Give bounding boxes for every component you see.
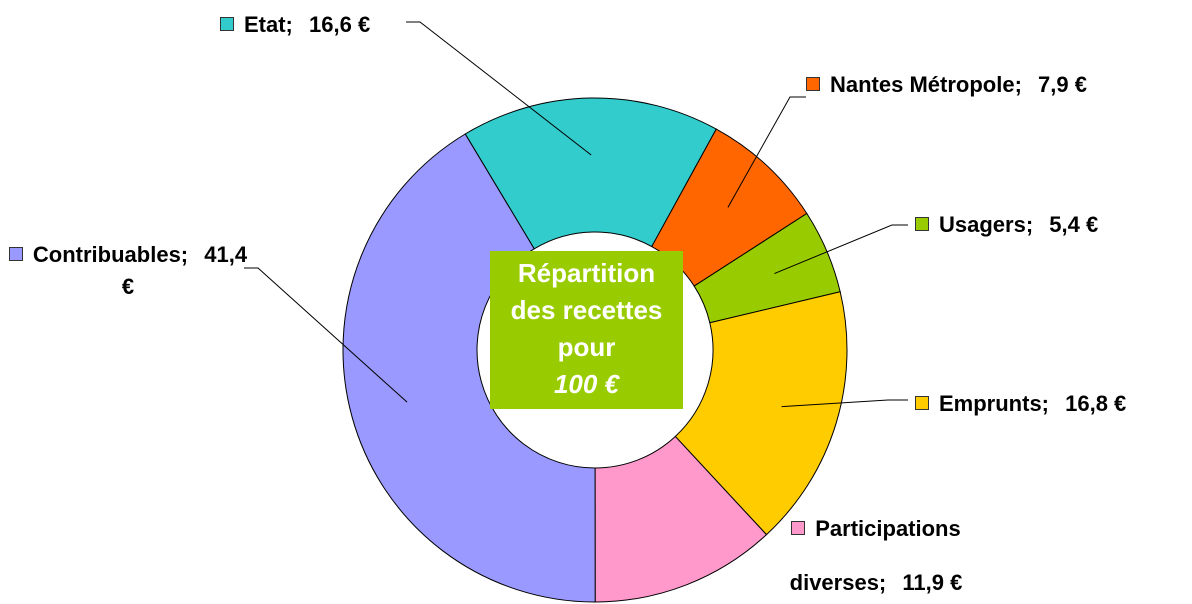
- leader-line: [406, 21, 592, 156]
- leader-line: [727, 96, 806, 208]
- category-label: Contribuables;: [32, 242, 189, 267]
- category-label: Nantes Métropole;: [830, 72, 1022, 97]
- donut-slice: [594, 435, 768, 603]
- legend-swatch: [220, 17, 234, 31]
- legend-swatch: [8, 247, 23, 261]
- category-label: Etat;: [244, 12, 293, 37]
- value-label: 5,4 €: [1049, 212, 1099, 237]
- category-label: Usagers;: [939, 212, 1034, 237]
- data-label: Usagers; 5,4 €: [915, 209, 1098, 241]
- category-label: Emprunts;: [939, 391, 1049, 416]
- donut-slice: [342, 133, 596, 603]
- center-amount: 100 €: [553, 369, 620, 399]
- data-label: Participations diverses; 11,9 €: [745, 502, 1007, 604]
- center-line: pour: [557, 332, 616, 362]
- data-label: Nantes Métropole; 7,9 €: [804, 69, 1089, 101]
- data-label: Etat; 16,6 €: [220, 9, 370, 41]
- donut-slice: [464, 97, 717, 250]
- leader-line: [774, 224, 908, 275]
- center-line: Répartition: [517, 258, 656, 288]
- donut-slice: [674, 291, 848, 536]
- data-label: Contribuables; 41,4 €: [8, 239, 248, 303]
- leader-line: [781, 399, 908, 408]
- value-label: 16,6 €: [309, 12, 371, 37]
- value-label: 16,8 €: [1065, 391, 1127, 416]
- legend-swatch: [915, 396, 929, 410]
- value-label: 7,9 €: [1038, 72, 1087, 97]
- leader-line: [244, 267, 408, 403]
- center-line: des recettes: [510, 295, 663, 325]
- value-label: 41,4 €: [121, 242, 248, 299]
- legend-swatch: [791, 521, 806, 535]
- value-label: 11,9 €: [902, 570, 963, 595]
- data-label: Emprunts; 16,8 €: [915, 388, 1126, 420]
- legend-swatch: [915, 217, 929, 231]
- center-label: Répartition des recettes pour 100 €: [490, 251, 683, 409]
- legend-swatch: [806, 77, 820, 91]
- category-label: Participations diverses;: [789, 516, 961, 595]
